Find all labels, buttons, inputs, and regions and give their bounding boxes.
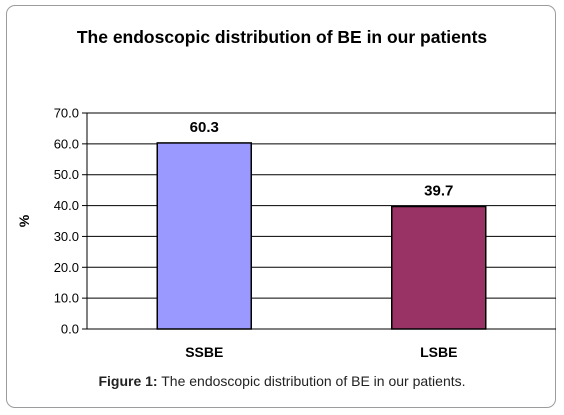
x-tick-label: LSBE xyxy=(420,344,457,360)
y-tick-label: 50.0 xyxy=(54,167,79,182)
data-label: 60.3 xyxy=(190,119,219,136)
y-tick-label: 70.0 xyxy=(54,106,79,121)
y-tick-label: 60.0 xyxy=(54,136,79,151)
y-tick-label: 30.0 xyxy=(54,229,79,244)
y-axis-label: % xyxy=(16,214,32,227)
figure-caption: Figure 1: The endoscopic distribution of… xyxy=(0,373,564,389)
y-tick-label: 40.0 xyxy=(54,198,79,213)
y-tick-label: 0.0 xyxy=(61,322,79,337)
y-tick-label: 20.0 xyxy=(54,260,79,275)
caption-label: Figure 1: xyxy=(98,373,158,389)
y-tick-label: 10.0 xyxy=(54,291,79,306)
x-tick-label: SSBE xyxy=(185,344,223,360)
caption-text: The endoscopic distribution of BE in our… xyxy=(157,373,466,389)
chart-title: The endoscopic distribution of BE in our… xyxy=(76,27,488,47)
data-label: 39.7 xyxy=(424,182,453,199)
bar-lsbe xyxy=(391,205,487,330)
bar-ssbe xyxy=(156,142,252,330)
